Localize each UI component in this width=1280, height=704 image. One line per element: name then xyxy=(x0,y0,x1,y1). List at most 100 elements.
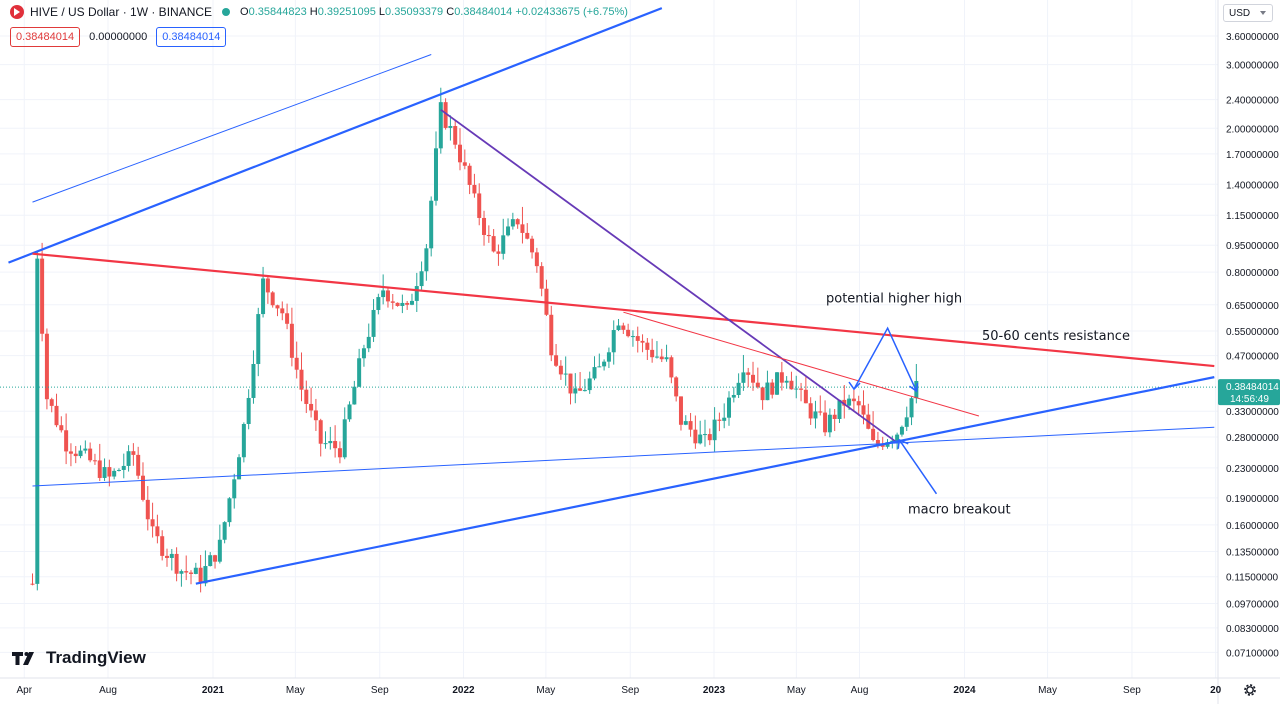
candle-body xyxy=(270,292,275,306)
candle-body xyxy=(179,571,184,574)
candle-body xyxy=(693,429,698,444)
candle-body xyxy=(525,232,530,239)
candle-body xyxy=(453,126,458,145)
candle-body xyxy=(462,162,467,166)
candle-body xyxy=(635,336,640,341)
lower-channel-thin xyxy=(32,426,1215,487)
candle-body xyxy=(659,356,664,360)
candle-body xyxy=(698,434,703,444)
candle-body xyxy=(823,412,828,433)
tradingview-logo[interactable]: TradingView xyxy=(12,648,146,668)
candle-body xyxy=(678,396,683,425)
candle-body xyxy=(433,148,438,201)
candle-body xyxy=(285,313,290,324)
candle-body xyxy=(650,349,655,358)
candle-body xyxy=(616,325,621,331)
upper-channel-thick xyxy=(8,7,663,264)
candle-body xyxy=(746,372,751,375)
candle-body xyxy=(549,314,554,356)
candle-body xyxy=(530,238,535,253)
price-axis[interactable]: 3.60000000 3.00000000 2.40000000 2.00000000… xyxy=(1217,0,1280,704)
candle-body xyxy=(107,467,112,477)
candle-body xyxy=(83,448,88,451)
candle-body xyxy=(621,325,626,330)
candle-body xyxy=(49,399,54,406)
red-thin xyxy=(623,311,980,417)
candle-body xyxy=(688,421,693,430)
bid-value[interactable]: 0.38484014 xyxy=(10,27,81,47)
candle-body xyxy=(578,388,583,391)
candle-body xyxy=(136,454,141,476)
candle-body xyxy=(784,380,789,383)
candle-body xyxy=(193,567,198,574)
candle-body xyxy=(347,404,352,420)
y-tick-label: 0.08300000 xyxy=(1226,624,1279,635)
candle-body xyxy=(405,302,410,305)
candle-body xyxy=(568,373,573,394)
candle-body xyxy=(381,290,386,298)
candle-body xyxy=(40,258,45,334)
y-tick-label: 0.65000000 xyxy=(1226,301,1279,312)
x-tick-label: Sep xyxy=(621,685,639,696)
y-tick-label: 0.55000000 xyxy=(1226,327,1279,338)
candle-body xyxy=(222,522,227,540)
candle-body xyxy=(131,451,136,455)
candle-body xyxy=(611,330,616,353)
candle-body xyxy=(217,539,222,562)
candle-body xyxy=(126,451,131,466)
candle-body xyxy=(385,290,390,302)
candle-body xyxy=(582,390,587,392)
candle-body xyxy=(899,426,904,435)
candle-body xyxy=(491,236,496,252)
breakout-arrow xyxy=(898,439,938,495)
candle-body xyxy=(875,440,880,444)
candle-body xyxy=(318,420,323,444)
time-axis[interactable]: Apr Aug 2021 May Sep 2022 May Sep 2023 May Aug 2024… xyxy=(0,677,1280,696)
candle-body xyxy=(256,314,261,365)
x-tick-label: 20 xyxy=(1210,685,1222,696)
currency-selector[interactable]: USD xyxy=(1223,4,1273,22)
candle-body xyxy=(486,234,491,237)
annotation-label: potential higher high xyxy=(826,291,962,306)
candle-body xyxy=(707,434,712,441)
candle-body xyxy=(390,301,395,303)
candle-body xyxy=(419,271,424,287)
candle-body xyxy=(515,219,520,225)
candle-body xyxy=(289,323,294,358)
candle-body xyxy=(520,224,525,233)
candle-body xyxy=(169,553,174,558)
candle-body xyxy=(496,251,501,254)
candle-body xyxy=(88,448,93,461)
candle-body xyxy=(630,336,635,338)
candle-body xyxy=(842,399,847,406)
candle-body xyxy=(702,434,707,436)
candle-body xyxy=(59,425,64,431)
symbol-title[interactable]: HIVE / US Dollar · 1W · BINANCE xyxy=(30,5,213,19)
x-tick-label: May xyxy=(536,685,555,696)
candle-body xyxy=(789,380,794,390)
countdown-label: 14:56:49 xyxy=(1230,394,1269,405)
ask-value[interactable]: 0.38484014 xyxy=(156,27,227,47)
y-tick-label: 0.11500000 xyxy=(1226,573,1279,584)
candle-body xyxy=(534,252,539,267)
candle-body xyxy=(760,387,765,401)
candle-body xyxy=(770,382,775,395)
candle-body xyxy=(669,357,674,378)
y-tick-label: 3.00000000 xyxy=(1226,61,1279,72)
candle-body xyxy=(366,336,371,349)
candle-body xyxy=(174,553,179,574)
candle-body xyxy=(299,369,304,390)
candle-body xyxy=(482,217,487,235)
candle-body xyxy=(246,397,251,424)
settings-gear-icon[interactable] xyxy=(1242,682,1258,698)
x-tick-label: May xyxy=(286,685,305,696)
breakout-arrow-head xyxy=(897,438,909,449)
y-tick-label: 2.40000000 xyxy=(1226,96,1279,107)
last-price-label: 0.38484014 xyxy=(1226,382,1279,393)
x-tick-label: May xyxy=(787,685,806,696)
y-tick-label: 0.47000000 xyxy=(1226,352,1279,363)
candle-body xyxy=(539,266,544,289)
candle-body xyxy=(376,297,381,310)
candle-body xyxy=(506,226,511,236)
